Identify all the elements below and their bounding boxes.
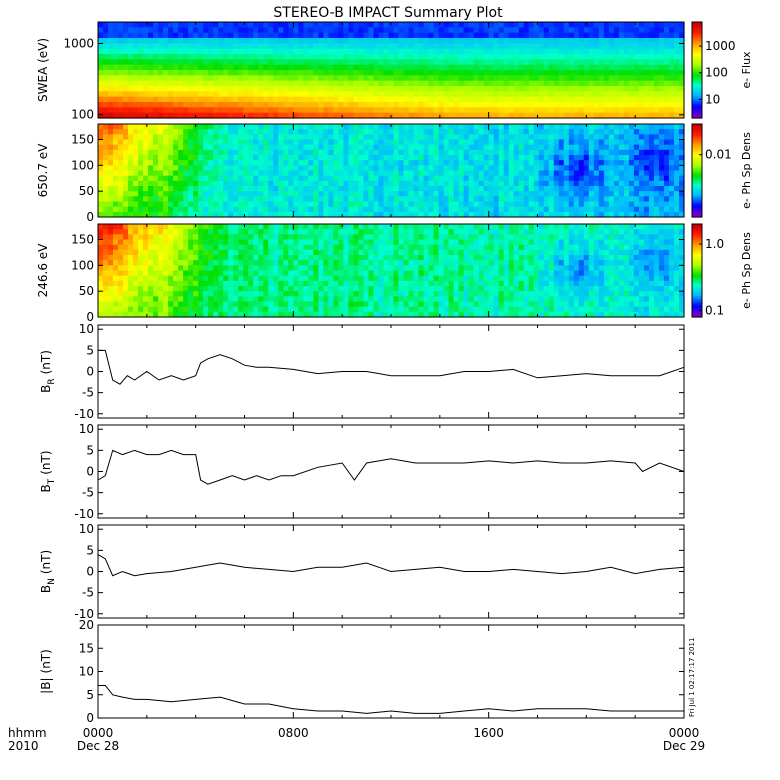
x-tick-date: Dec 28 [77,739,119,753]
y-tick-label: 0 [86,310,94,324]
colorbar-tick-label: 1.0 [705,237,724,251]
colorbar-label: e- Ph Sp Dens [740,132,753,209]
y-axis-label-subscript: R [47,378,57,384]
y-tick-label: -5 [82,586,94,600]
y-tick-label: 10 [79,422,94,436]
y-tick-label: -5 [82,386,94,400]
plot-title: STEREO-B IMPACT Summary Plot [273,5,503,21]
heatmap-cells-pad246 [98,224,685,318]
y-tick-label: 0 [86,465,94,479]
y-axis-label-unit: (nT) [39,350,53,374]
panel-br: -10 -5 0 5 10 BR (nT) [39,322,685,421]
y-axis-label: BN (nT) [39,550,57,593]
colorbar-swea: 10 100 1000 e- Flux [691,21,753,119]
y-axis-label: BR (nT) [39,350,57,393]
y-tick-label: -10 [74,407,94,421]
y-tick-label: 50 [79,184,94,198]
y-axis-label-unit: (nT) [39,450,53,474]
y-tick-label: 150 [71,233,94,247]
colorbar-tick-label: 0.01 [705,148,732,162]
colorbar-tick-label: 10 [705,92,720,106]
heatmap-cells-swea [98,22,685,119]
panel-pad246: 0.1 1.0 e- Ph Sp Dens 0 50 100 150 246.6 eV [36,223,753,324]
time-axis-corner-top: hhmm [8,726,47,740]
series-line-bt [97,449,685,485]
panel-bn: -10 -5 0 5 10 BN (nT) [39,522,685,621]
panel-frame [97,624,685,719]
y-axis-label-unit: (nT) [39,550,53,574]
colorbar-tick-label: 1000 [705,39,736,53]
y-tick-label: 0 [86,711,94,725]
print-stamp: Fri Jul 1 02:17:17 2011 [688,638,696,717]
y-tick-label: -10 [74,507,94,521]
panel-swea: 10 100 1000 e- Flux 100 1000 SWEA (eV) [36,21,753,122]
y-axis-label-subscript: T [47,478,57,485]
y-tick-label: 5 [86,543,94,557]
y-tick-label: 1000 [63,36,94,50]
y-axis-label-symbol: |B| [39,677,53,693]
y-tick-label: 100 [71,108,94,122]
panel-pad650: 0.01 e- Ph Sp Dens 0 50 100 150 650.7 eV [36,123,753,224]
y-axis-label-symbol: B [39,585,53,593]
x-tick-date: Dec 29 [663,739,705,753]
x-tick-label: 0000 [83,726,114,740]
y-tick-label: 10 [79,522,94,536]
y-tick-label: 5 [86,343,94,357]
y-tick-label: 150 [71,133,94,147]
series-line-bn [97,554,685,577]
y-axis-label: SWEA (eV) [36,38,50,102]
y-tick-label: 10 [79,665,94,679]
colorbar-tick-label: 0.1 [705,304,724,318]
panel-frame [97,424,685,519]
y-tick-label: -5 [82,486,94,500]
y-tick-label: 100 [71,158,94,172]
y-tick-label: -10 [74,607,94,621]
y-axis-label-unit: (nT) [39,649,53,673]
y-tick-label: 5 [86,443,94,457]
time-axis-corner-bottom: 2010 [8,739,39,753]
x-tick-label: 1600 [473,726,504,740]
y-axis-label: |B| (nT) [39,649,53,694]
y-tick-label: 20 [79,618,94,632]
y-axis-label: BT (nT) [39,450,57,492]
colorbar-pad246: 0.1 1.0 e- Ph Sp Dens [691,223,753,318]
y-tick-label: 15 [79,641,94,655]
panel-bmag: 0 5 10 15 20 |B| (nT) [39,618,685,725]
y-tick-label: 50 [79,284,94,298]
y-tick-label: 5 [86,688,94,702]
panel-bt: -10 -5 0 5 10 BT (nT) [39,422,685,521]
x-tick-label: 0800 [278,726,309,740]
y-axis-label: 246.6 eV [36,243,50,298]
panel-frame [97,324,685,419]
colorbar-label: e- Ph Sp Dens [740,232,753,309]
y-tick-label: 0 [86,565,94,579]
x-tick-label: 0000 [669,726,700,740]
colorbar-tick-label: 100 [705,66,728,80]
y-tick-label: 0 [86,365,94,379]
y-tick-label: 100 [71,258,94,272]
y-axis-label-symbol: B [39,385,53,393]
y-tick-label: 0 [86,210,94,224]
y-axis-label: 650.7 eV [36,143,50,198]
series-line-bmag [98,685,684,714]
y-axis-label-symbol: B [39,484,53,492]
series-line-br [98,349,685,385]
y-axis-label-subscript: N [47,578,57,585]
heatmap-cells-pad650 [98,124,685,218]
colorbar-pad650: 0.01 e- Ph Sp Dens [691,123,753,218]
colorbar-label: e- Flux [740,51,753,89]
y-tick-label: 10 [79,322,94,336]
